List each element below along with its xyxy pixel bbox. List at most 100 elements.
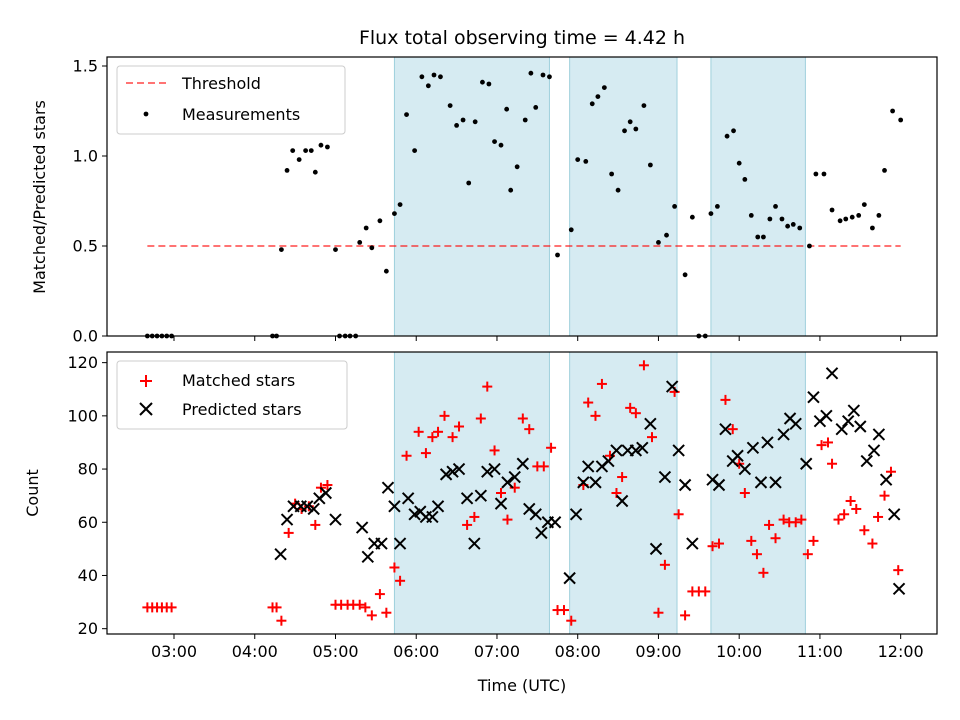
- legend-matched-swatch: [140, 375, 152, 387]
- predicted-star-point: [672, 444, 685, 457]
- measurement-point: [595, 94, 601, 99]
- measurement-point: [861, 202, 867, 208]
- matched-star-point: [566, 615, 577, 626]
- predicted-star-point: [577, 476, 590, 489]
- predicted-star-point: [488, 462, 501, 476]
- measurement-point: [419, 74, 425, 80]
- shaded-interval: [710, 56, 806, 337]
- matched-star-point: [447, 432, 458, 443]
- measurement-point: [296, 157, 302, 163]
- predicted-star-point: [280, 513, 294, 526]
- matched-star-point: [381, 607, 392, 618]
- count-panel-frame: [106, 351, 938, 635]
- predicted-star-point: [508, 470, 521, 484]
- x-tick-label: 09:00: [635, 642, 681, 661]
- measurement-point: [622, 128, 627, 134]
- ratio-panel-legend: Threshold Measurements: [116, 65, 346, 135]
- predicted-star-point: [401, 492, 415, 505]
- predicted-star-point: [649, 542, 663, 556]
- measurement-point: [736, 160, 742, 166]
- matched-star-point: [867, 538, 878, 549]
- measurement-point: [641, 103, 647, 108]
- matched-star-point: [413, 426, 424, 437]
- measurement-point: [813, 171, 819, 177]
- x-tick-label: 08:00: [555, 642, 601, 661]
- predicted-star-point: [658, 470, 672, 484]
- matched-star-point: [845, 495, 856, 506]
- legend-measurements-swatch: [143, 111, 149, 117]
- x-tick-label: 05:00: [312, 642, 358, 661]
- matched-star-point: [751, 549, 762, 560]
- measurement-point: [290, 148, 296, 154]
- measurement-point: [425, 83, 431, 89]
- matched-star-point: [366, 610, 377, 621]
- predicted-star-point: [789, 417, 802, 431]
- predicted-star-point: [841, 414, 855, 428]
- matched-star-point: [482, 381, 493, 392]
- predicted-star-point: [847, 404, 861, 417]
- predicted-star-point: [581, 460, 595, 473]
- predicted-star-point: [355, 521, 369, 534]
- measurement-point: [609, 171, 615, 177]
- predicted-star-point: [563, 571, 576, 585]
- measurements-series: [144, 70, 904, 339]
- measurement-point: [568, 227, 574, 233]
- measurement-point: [755, 234, 761, 240]
- measurement-point: [363, 225, 369, 231]
- predicted-star-point: [686, 537, 699, 550]
- measurement-point: [308, 148, 314, 154]
- predicted-star-point: [548, 516, 562, 529]
- matched-star-point: [758, 567, 769, 578]
- count-panel: 20 40 60 80 100 120 03:00 04:00 05:00 06:00 07:00…: [23, 351, 938, 695]
- predicted-star-point: [761, 436, 774, 449]
- legend-matched-label: Matched stars: [182, 371, 295, 390]
- matched-star-point: [496, 488, 507, 498]
- matched-star-point: [517, 413, 528, 424]
- predicted-star-point: [892, 582, 906, 595]
- predicted-star-point: [516, 457, 530, 470]
- measurement-point: [486, 81, 492, 87]
- matched-star-point: [796, 514, 807, 525]
- predicted-star-point: [474, 489, 488, 502]
- predicted-star-point: [888, 508, 901, 521]
- x-tick-label: 12:00: [878, 642, 924, 661]
- ratio-panel-ylabel: Matched/Predicted stars: [30, 100, 49, 294]
- matched-star-point: [646, 432, 657, 443]
- predicted-star-point: [636, 441, 649, 454]
- measurement-point: [656, 240, 661, 245]
- measurement-point: [547, 74, 552, 80]
- matched-star-point: [524, 424, 535, 435]
- measurement-point: [821, 171, 827, 177]
- measurement-point: [761, 234, 766, 240]
- matched-star-point: [625, 402, 636, 413]
- predicted-star-point: [807, 391, 820, 404]
- matched-star-point: [851, 503, 862, 514]
- predicted-star-point: [629, 444, 643, 457]
- measurement-point: [540, 72, 546, 78]
- measurement-point: [369, 245, 375, 251]
- matched-star-point: [454, 421, 465, 432]
- matched-star-point: [433, 426, 444, 437]
- matched-star-point: [680, 610, 691, 621]
- y-tick-label: 120: [67, 353, 98, 372]
- y-tick-label: 60: [78, 513, 98, 532]
- measurement-point: [460, 117, 466, 123]
- matched-star-point: [310, 519, 321, 530]
- matched-star-point: [816, 440, 827, 451]
- matched-star-point: [859, 525, 870, 536]
- predicted-star-point: [719, 422, 732, 436]
- measurement-point: [589, 101, 595, 107]
- matched-star-point: [546, 442, 557, 453]
- predicted-star-point: [460, 492, 474, 505]
- x-tick-label: 06:00: [393, 642, 439, 661]
- matched-star-point: [630, 408, 641, 419]
- predicted-star-point: [535, 526, 548, 540]
- predicted-star-point: [678, 478, 692, 492]
- matched-star-point: [778, 514, 789, 525]
- matched-star-point: [166, 602, 177, 613]
- measurement-point: [498, 142, 504, 148]
- x-tick-label: 04:00: [232, 642, 278, 661]
- measurement-point: [412, 148, 418, 154]
- measurement-point: [504, 106, 510, 112]
- measurement-point: [431, 72, 437, 78]
